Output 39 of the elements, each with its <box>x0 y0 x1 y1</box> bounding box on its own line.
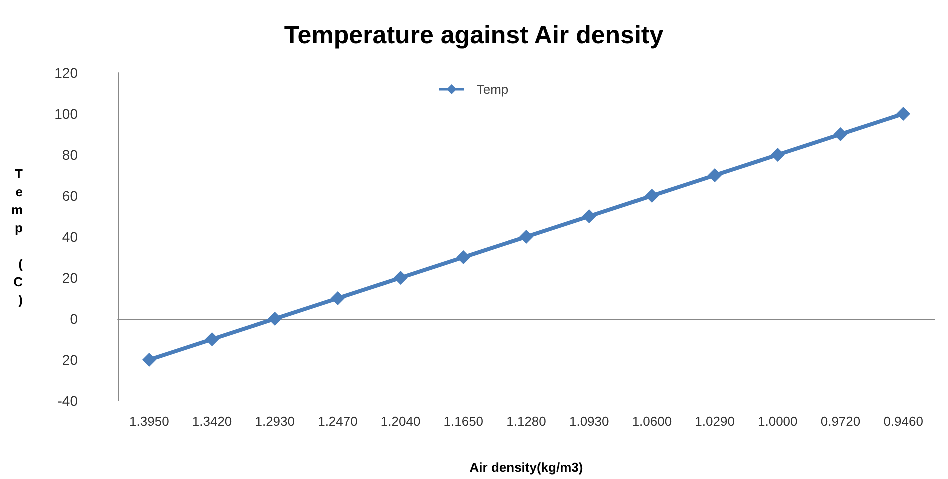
point <box>708 168 722 182</box>
x-tick-label: 0.9720 <box>820 414 861 429</box>
x-tick-label: 0.9460 <box>884 414 924 429</box>
x-tick-label: 1.1650 <box>444 414 484 429</box>
x-tick-label: 1.1280 <box>506 414 546 429</box>
x-tick-label: 1.0930 <box>569 414 610 429</box>
point <box>268 312 282 326</box>
legend-label: Temp <box>476 82 509 97</box>
x-tick-label: 1.0290 <box>695 414 735 429</box>
point <box>770 148 785 162</box>
y-tick-label: 60 <box>62 188 78 204</box>
x-tick-label: 1.3420 <box>192 414 232 429</box>
x-tick-label: 1.2470 <box>318 414 358 429</box>
y-tick-label: 80 <box>62 147 78 163</box>
y-tick-label: 120 <box>54 65 78 81</box>
x-tick-label: 1.3950 <box>130 414 170 429</box>
point <box>645 189 660 203</box>
x-tick-label: 1.2930 <box>255 414 295 429</box>
point <box>205 332 220 346</box>
y-tick-label: 20 <box>62 270 78 286</box>
chart-title: Temperature against Air density <box>284 22 664 50</box>
point <box>394 271 408 285</box>
point <box>582 210 596 224</box>
y-tick-label: 40 <box>62 229 78 245</box>
y-tick-label: 100 <box>54 106 78 122</box>
point <box>896 107 911 121</box>
y-tick-label: 20 <box>62 352 78 368</box>
y-tick-label: 0 <box>70 311 78 327</box>
x-tick-label: 1.0600 <box>632 414 672 429</box>
x-tick-label: 1.2040 <box>380 414 421 429</box>
text: Temp (C) <box>11 166 23 308</box>
point <box>834 128 848 142</box>
x-tick-label: 1.0000 <box>758 414 798 429</box>
x-axis-title: Air density(kg/m3) <box>470 460 584 475</box>
point <box>330 292 345 306</box>
point <box>142 353 156 367</box>
point <box>520 230 534 244</box>
y-tick-label: -40 <box>58 393 78 409</box>
point <box>456 250 471 264</box>
